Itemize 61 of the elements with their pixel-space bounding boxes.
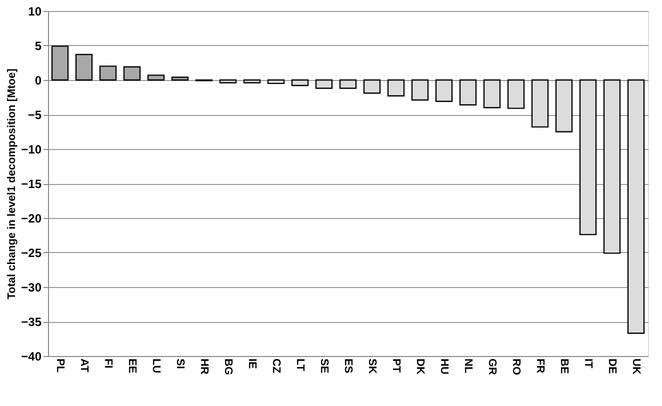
y-axis-title: Total change in level1 decomposition [Mtoe]	[6, 68, 18, 300]
bar	[627, 79, 645, 334]
bar	[579, 79, 597, 236]
bar	[411, 79, 429, 101]
x-tick-label: BE	[558, 358, 570, 374]
x-tick-label: PT	[390, 358, 402, 373]
bar	[51, 46, 69, 81]
x-tick-label: FR	[534, 358, 546, 374]
y-tick-label: −35	[21, 315, 42, 329]
bar	[171, 76, 189, 81]
bar	[483, 79, 501, 108]
x-tick-label: PL	[54, 358, 66, 373]
bar	[459, 79, 477, 106]
x-tick-label: SE	[318, 358, 330, 374]
bar	[435, 79, 453, 102]
bar	[387, 79, 405, 96]
bar	[555, 79, 573, 132]
x-tick-label: DK	[414, 358, 426, 374]
bar	[339, 79, 357, 89]
y-tick-label: −15	[21, 177, 42, 191]
x-tick-label: SI	[174, 358, 186, 369]
y-tick-label: −30	[21, 280, 42, 294]
x-tick-label: SK	[366, 358, 378, 374]
bar	[147, 74, 165, 81]
y-tick-label: 5	[34, 39, 42, 53]
bar	[531, 79, 549, 128]
x-tick-label: UK	[630, 358, 642, 374]
bar	[315, 79, 333, 89]
x-tick-label: HU	[438, 358, 450, 374]
y-tick-label: 10	[28, 4, 42, 18]
x-tick-label: IE	[246, 358, 258, 369]
x-tick-label: LU	[150, 358, 162, 374]
bar	[219, 79, 237, 84]
x-tick-label: EE	[126, 358, 138, 374]
x-tick-label: DE	[606, 358, 618, 374]
y-tick-label: −20	[21, 212, 42, 226]
x-tick-label: GR	[486, 358, 498, 376]
x-tick-label: NL	[462, 358, 474, 374]
x-tick-label: IT	[582, 358, 594, 369]
x-tick-label: FI	[102, 358, 114, 368]
y-tick-label: 0	[34, 74, 42, 88]
x-tick-label: AT	[78, 358, 90, 373]
x-tick-label: RO	[510, 358, 522, 376]
x-tick-label: ES	[342, 358, 354, 374]
y-tick-label: −5	[28, 108, 42, 122]
bar	[507, 79, 525, 109]
bar	[291, 79, 309, 86]
bar	[363, 79, 381, 94]
y-tick-label: −25	[21, 246, 42, 260]
y-tick-label: −10	[21, 142, 42, 156]
x-tick-label: BG	[222, 358, 234, 375]
bar	[75, 54, 93, 81]
bar	[123, 66, 141, 81]
y-tick-label: −40	[21, 350, 42, 364]
x-tick-label: HR	[198, 358, 210, 374]
bar	[267, 79, 285, 84]
bar	[99, 66, 117, 81]
bar	[243, 79, 261, 84]
bar	[603, 79, 621, 254]
x-tick-label: LT	[294, 358, 306, 372]
x-tick-label: CZ	[270, 358, 282, 374]
